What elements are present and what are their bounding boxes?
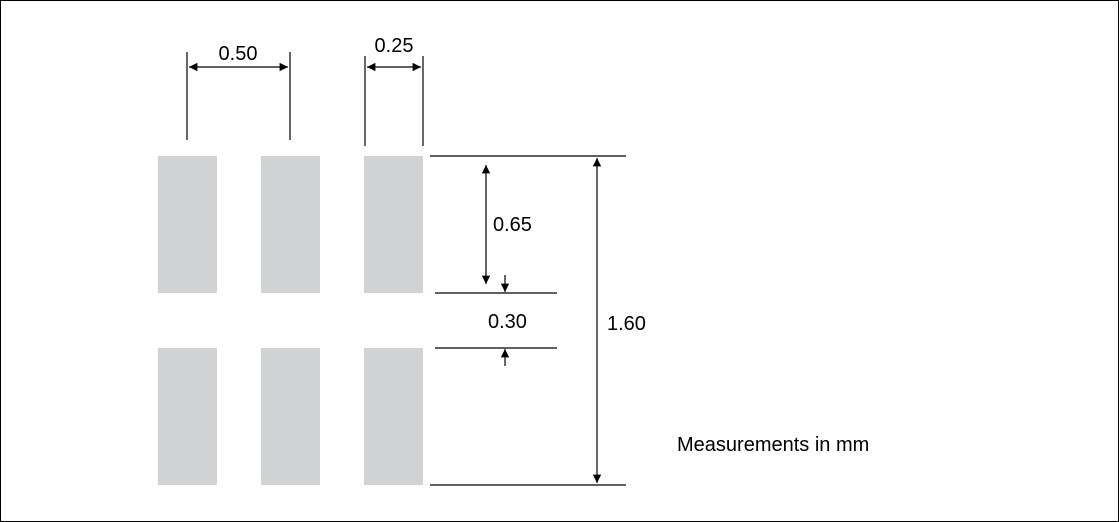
pad-top-1 xyxy=(158,156,217,293)
pad-width-label: 0.25 xyxy=(375,35,414,57)
total-height-label: 1.60 xyxy=(607,313,646,335)
pitch-dimension xyxy=(186,52,291,140)
gap-label: 0.30 xyxy=(488,311,527,333)
units-note: Measurements in mm xyxy=(677,434,869,456)
pad-length-label: 0.65 xyxy=(493,214,532,236)
pad-bottom-1 xyxy=(158,348,217,485)
extension-lines xyxy=(430,155,626,486)
pad-width-dimension xyxy=(364,56,424,146)
pad-bottom-2 xyxy=(261,348,320,485)
pad-top-2 xyxy=(261,156,320,293)
pitch-label: 0.50 xyxy=(219,43,258,65)
pad-top-3 xyxy=(364,156,423,293)
pad-bottom-3 xyxy=(364,348,423,485)
